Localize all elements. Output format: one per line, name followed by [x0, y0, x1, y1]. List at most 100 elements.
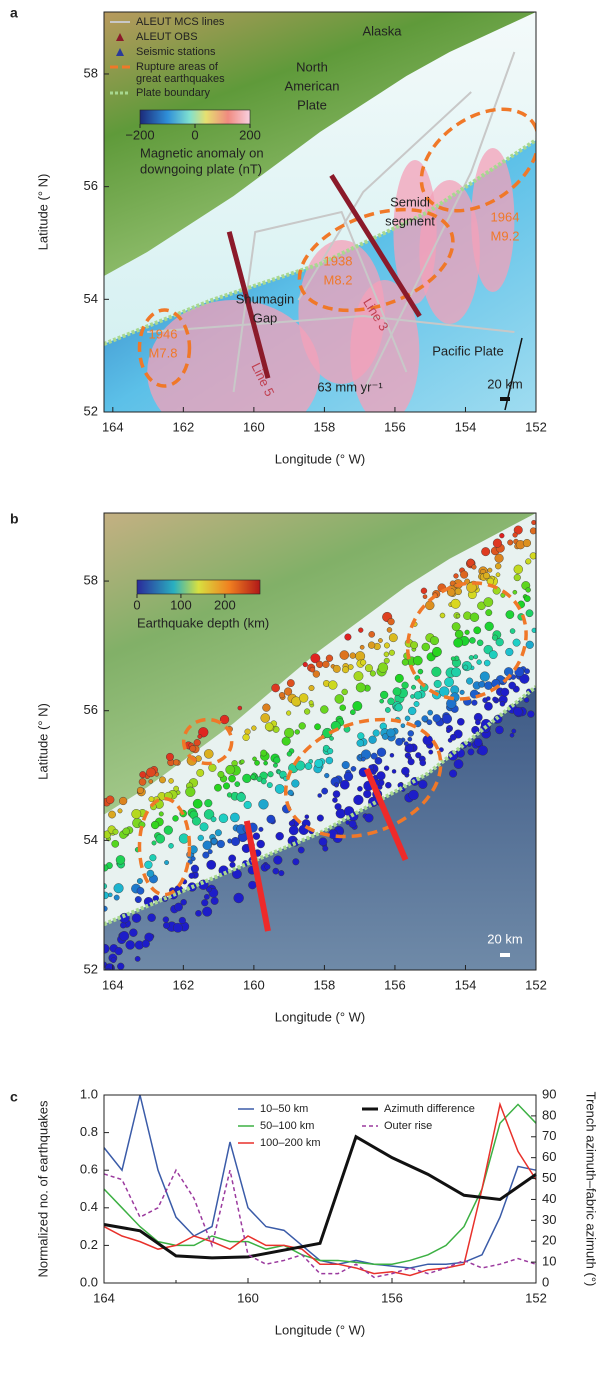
- y2-tick-label: 40: [542, 1191, 556, 1206]
- quake-dot: [191, 816, 201, 826]
- quake-dot: [173, 759, 180, 766]
- quake-dot: [468, 655, 474, 661]
- quake-dot: [202, 851, 210, 859]
- panel-a: a 164 162 160 158 156 154 152 52 54 56 58 Longitude …: [10, 5, 547, 467]
- y-tick-label: 0.6: [80, 1162, 98, 1177]
- quake-dot: [499, 701, 506, 707]
- quake-dot: [248, 880, 257, 890]
- quake-dot: [108, 810, 116, 819]
- quake-dot: [451, 667, 462, 678]
- quake-dot: [487, 567, 493, 573]
- seismic-line: [243, 820, 271, 932]
- quake-dot: [499, 533, 505, 539]
- quake-dot: [426, 719, 433, 726]
- quake-dot: [387, 697, 395, 706]
- quake-dot: [299, 693, 309, 703]
- quake-dot: [210, 896, 219, 905]
- quake-dot: [413, 691, 423, 700]
- quake-dot: [439, 612, 446, 619]
- quake-dot: [442, 713, 452, 724]
- rupture-area: [297, 207, 455, 313]
- quake-dot: [286, 679, 295, 688]
- quake-dot: [273, 855, 283, 865]
- colorbar: [136, 579, 261, 595]
- quake-dot: [163, 922, 170, 929]
- quake-dot: [286, 710, 292, 716]
- quake-dot: [511, 728, 517, 734]
- quake-dot: [258, 799, 269, 810]
- quake-dot: [302, 661, 308, 668]
- quake-dot: [252, 756, 257, 762]
- quake-dot: [422, 594, 428, 599]
- quake-dot: [210, 816, 217, 823]
- quake-dot: [136, 786, 144, 794]
- quake-dot: [304, 708, 311, 715]
- annotation: segment: [385, 213, 435, 228]
- quake-dot: [495, 572, 501, 578]
- quake-dot: [203, 809, 215, 820]
- quake-dot: [192, 798, 203, 809]
- quake-dot: [104, 943, 110, 954]
- quake-dot: [185, 786, 196, 797]
- x-tick-label: 162: [172, 419, 194, 434]
- quake-dot: [281, 736, 291, 746]
- scale-bar: [500, 953, 510, 957]
- quake-dot: [475, 719, 481, 726]
- quake-dot: [370, 752, 378, 760]
- quake-dot: [408, 706, 417, 716]
- x-tick-label: 154: [455, 419, 477, 434]
- quake-dot: [385, 781, 392, 789]
- quake-dot: [401, 766, 410, 776]
- annotation: 1946: [149, 326, 178, 341]
- quake-dot: [383, 657, 390, 664]
- legend-label: Rupture areas of: [136, 61, 219, 73]
- series-line: [103, 1168, 537, 1279]
- y-tick-label: 1.0: [80, 1086, 98, 1101]
- colorbar-tick-label: 0: [133, 597, 140, 612]
- x-tick-label: 160: [243, 977, 265, 992]
- quake-dot: [271, 683, 280, 693]
- quake-dot: [210, 837, 218, 845]
- quake-dot: [386, 728, 396, 738]
- quake-dot: [202, 906, 213, 917]
- y2-tick-label: 70: [542, 1128, 556, 1143]
- quake-dot: [288, 825, 299, 836]
- quake-dot: [462, 664, 469, 671]
- y2-axis-label: Trench azimuth–fabric azimuth (°): [584, 1092, 599, 1287]
- quake-dot: [206, 886, 212, 893]
- quake-dot: [111, 840, 120, 848]
- quake-dot: [407, 736, 413, 742]
- quake-dot: [391, 769, 397, 774]
- quake-dot: [168, 843, 174, 849]
- quake-dot: [260, 713, 270, 723]
- quake-dot: [243, 800, 252, 809]
- quake-dot: [383, 651, 390, 657]
- quake-dot: [278, 692, 286, 699]
- quake-dot: [308, 685, 315, 691]
- legend-label: Azimuth difference: [384, 1103, 475, 1115]
- quake-dot: [360, 659, 367, 666]
- quake-dot: [356, 739, 365, 747]
- rupture-area: [137, 308, 192, 388]
- annotation: Shumagin: [236, 291, 295, 306]
- mcs-line: [297, 91, 472, 301]
- annotation: Pacific Plate: [432, 343, 504, 358]
- quake-dot: [162, 916, 170, 923]
- quake-dot: [105, 795, 115, 804]
- quake-dot: [476, 659, 482, 665]
- y2-tick-label: 80: [542, 1107, 556, 1122]
- colorbar-tick-label: 200: [239, 127, 261, 142]
- quake-dot: [214, 829, 222, 837]
- quake-dot: [339, 704, 346, 711]
- quake-dot: [425, 600, 435, 611]
- quake-dot: [449, 733, 457, 741]
- quake-dot: [279, 770, 287, 779]
- quake-dot: [308, 700, 314, 706]
- quake-dot: [419, 759, 427, 767]
- colorbar-tick-label: 200: [214, 597, 236, 612]
- quake-dot: [486, 696, 491, 701]
- y-axis-label: Normalized no. of earthquakes: [35, 1100, 50, 1278]
- quake-dot: [471, 699, 478, 706]
- quake-dot: [275, 831, 284, 841]
- annotation: M8.2: [324, 272, 353, 287]
